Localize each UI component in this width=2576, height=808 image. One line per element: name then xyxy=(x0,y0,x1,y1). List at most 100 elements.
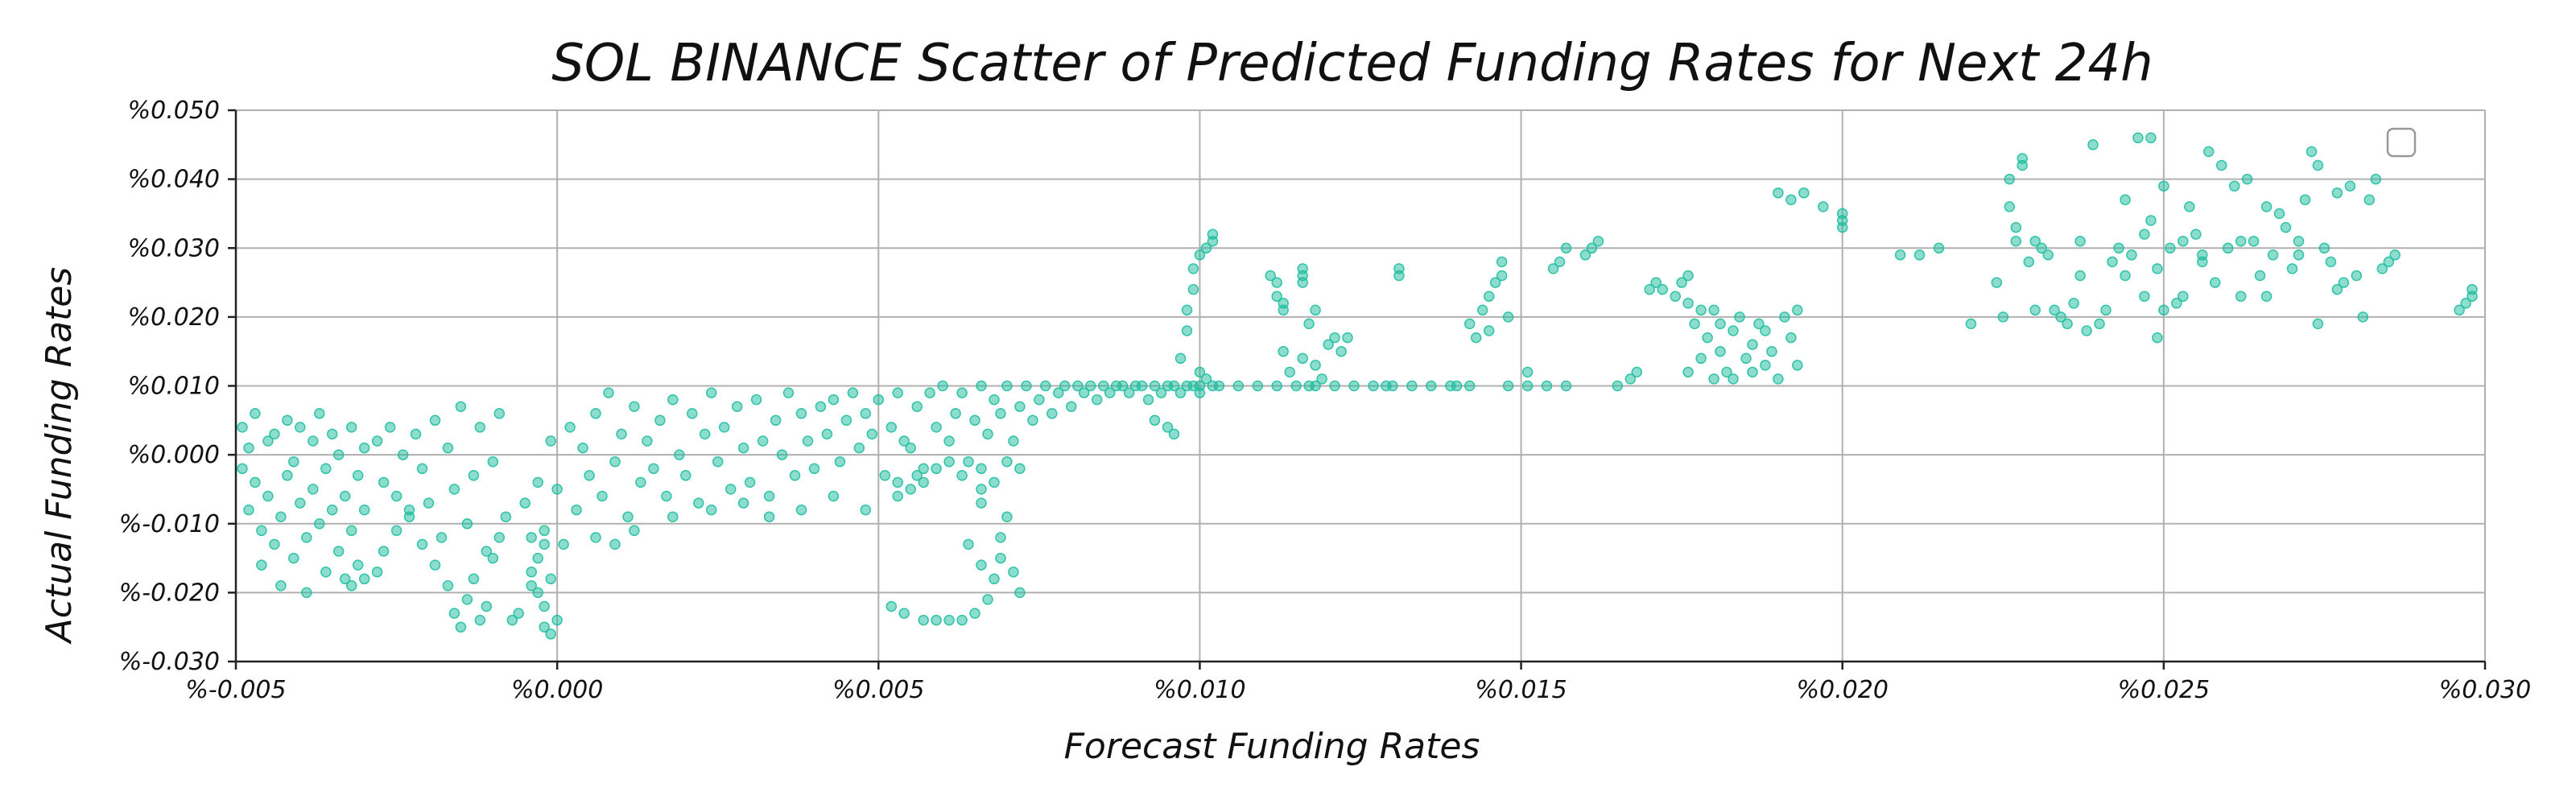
y-tick-label: %0.010 xyxy=(128,373,220,401)
scatter-point xyxy=(622,511,634,522)
scatter-point xyxy=(416,463,428,475)
scatter-point xyxy=(911,401,923,412)
scatter-point xyxy=(378,546,390,557)
scatter-point xyxy=(1792,360,1803,371)
scatter-point xyxy=(2235,235,2247,247)
scatter-point xyxy=(1168,428,1180,440)
scatter-point xyxy=(2094,318,2105,330)
scatter-point xyxy=(403,504,415,516)
scatter-point xyxy=(1084,380,1096,392)
scatter-point xyxy=(481,600,493,612)
scatter-point xyxy=(1682,298,1694,309)
scatter-point xyxy=(1753,318,1765,330)
scatter-point xyxy=(455,621,467,633)
scatter-point xyxy=(2023,256,2034,268)
scatter-point xyxy=(1046,408,1058,419)
x-tick-label: %0.000 xyxy=(511,676,603,704)
x-tick-label: %0.015 xyxy=(1475,676,1567,704)
scatter-point xyxy=(674,449,685,460)
scatter-point xyxy=(1117,380,1129,392)
scatter-point xyxy=(1303,318,1315,330)
scatter-point xyxy=(326,504,338,516)
scatter-point xyxy=(551,614,563,626)
scatter-point xyxy=(2222,242,2234,254)
scatter-point xyxy=(345,580,357,592)
scatter-point xyxy=(371,435,383,447)
scatter-point xyxy=(2107,256,2118,268)
scatter-point xyxy=(1502,380,1514,392)
scatter-point xyxy=(1059,380,1071,392)
scatter-point xyxy=(275,511,287,522)
scatter-point xyxy=(821,428,833,440)
scatter-point xyxy=(1933,242,1945,254)
scatter-point xyxy=(1560,242,1572,254)
scatter-point xyxy=(795,504,807,516)
scatter-point xyxy=(1323,339,1334,350)
scatter-point xyxy=(320,566,332,578)
scatter-point xyxy=(390,525,402,537)
scatter-point xyxy=(724,484,737,495)
scatter-point xyxy=(982,428,993,440)
y-tick-label: %0.040 xyxy=(128,166,220,194)
scatter-point xyxy=(2467,291,2478,302)
scatter-point xyxy=(545,629,556,640)
scatter-point xyxy=(1560,380,1572,392)
scatter-point xyxy=(1316,373,1327,385)
scatter-point xyxy=(269,428,280,440)
scatter-point xyxy=(2293,235,2305,247)
y-tick-label: %-0.020 xyxy=(119,579,220,607)
scatter-point xyxy=(1747,366,1758,378)
scatter-point xyxy=(2178,235,2189,247)
scatter-point xyxy=(384,422,396,433)
scatter-point xyxy=(500,511,512,522)
scatter-point xyxy=(2202,146,2215,158)
scatter-point xyxy=(1393,270,1405,282)
scatter-point xyxy=(551,484,563,495)
scatter-point xyxy=(308,484,319,495)
scatter-point xyxy=(1997,311,2009,323)
scatter-point xyxy=(1426,380,1437,392)
scatter-point xyxy=(1547,263,1559,274)
scatter-point xyxy=(487,456,499,468)
scatter-point xyxy=(1708,304,1719,316)
scatter-point xyxy=(2357,311,2369,323)
scatter-point xyxy=(1329,332,1340,344)
scatter-point xyxy=(1284,366,1295,378)
scatter-point xyxy=(1008,435,1019,447)
scatter-point xyxy=(2215,159,2227,171)
scatter-point xyxy=(1097,380,1109,392)
scatter-point xyxy=(358,573,370,585)
scatter-point xyxy=(1310,360,1321,371)
scatter-point xyxy=(1040,380,1051,392)
scatter-point xyxy=(275,580,287,592)
scatter-point xyxy=(481,546,493,557)
scatter-point xyxy=(474,614,486,626)
scatter-point xyxy=(345,525,357,537)
scatter-point xyxy=(436,532,448,543)
scatter-point xyxy=(2139,229,2150,240)
scatter-point xyxy=(558,538,569,550)
y-tick-label: %-0.010 xyxy=(119,510,220,538)
scatter-point xyxy=(1014,401,1026,412)
scatter-point xyxy=(1586,242,1598,254)
scatter-point xyxy=(474,422,486,433)
scatter-point xyxy=(1200,242,1212,254)
scatter-point xyxy=(802,435,814,447)
scatter-point xyxy=(1913,249,1926,261)
scatter-point xyxy=(1342,332,1353,344)
scatter-point xyxy=(1798,187,1810,199)
scatter-point xyxy=(1104,387,1116,398)
y-tick-label: %0.050 xyxy=(128,97,220,125)
scatter-point xyxy=(1014,587,1026,599)
scatter-point xyxy=(1001,380,1013,392)
scatter-point xyxy=(1991,277,2003,288)
scatter-point xyxy=(1142,394,1154,406)
scatter-point xyxy=(956,387,968,398)
scatter-point xyxy=(358,442,370,454)
scatter-point xyxy=(943,456,955,468)
scatter-point xyxy=(1310,304,1321,316)
scatter-point xyxy=(1014,463,1026,475)
scatter-point xyxy=(2260,201,2273,212)
scatter-point xyxy=(597,490,608,502)
